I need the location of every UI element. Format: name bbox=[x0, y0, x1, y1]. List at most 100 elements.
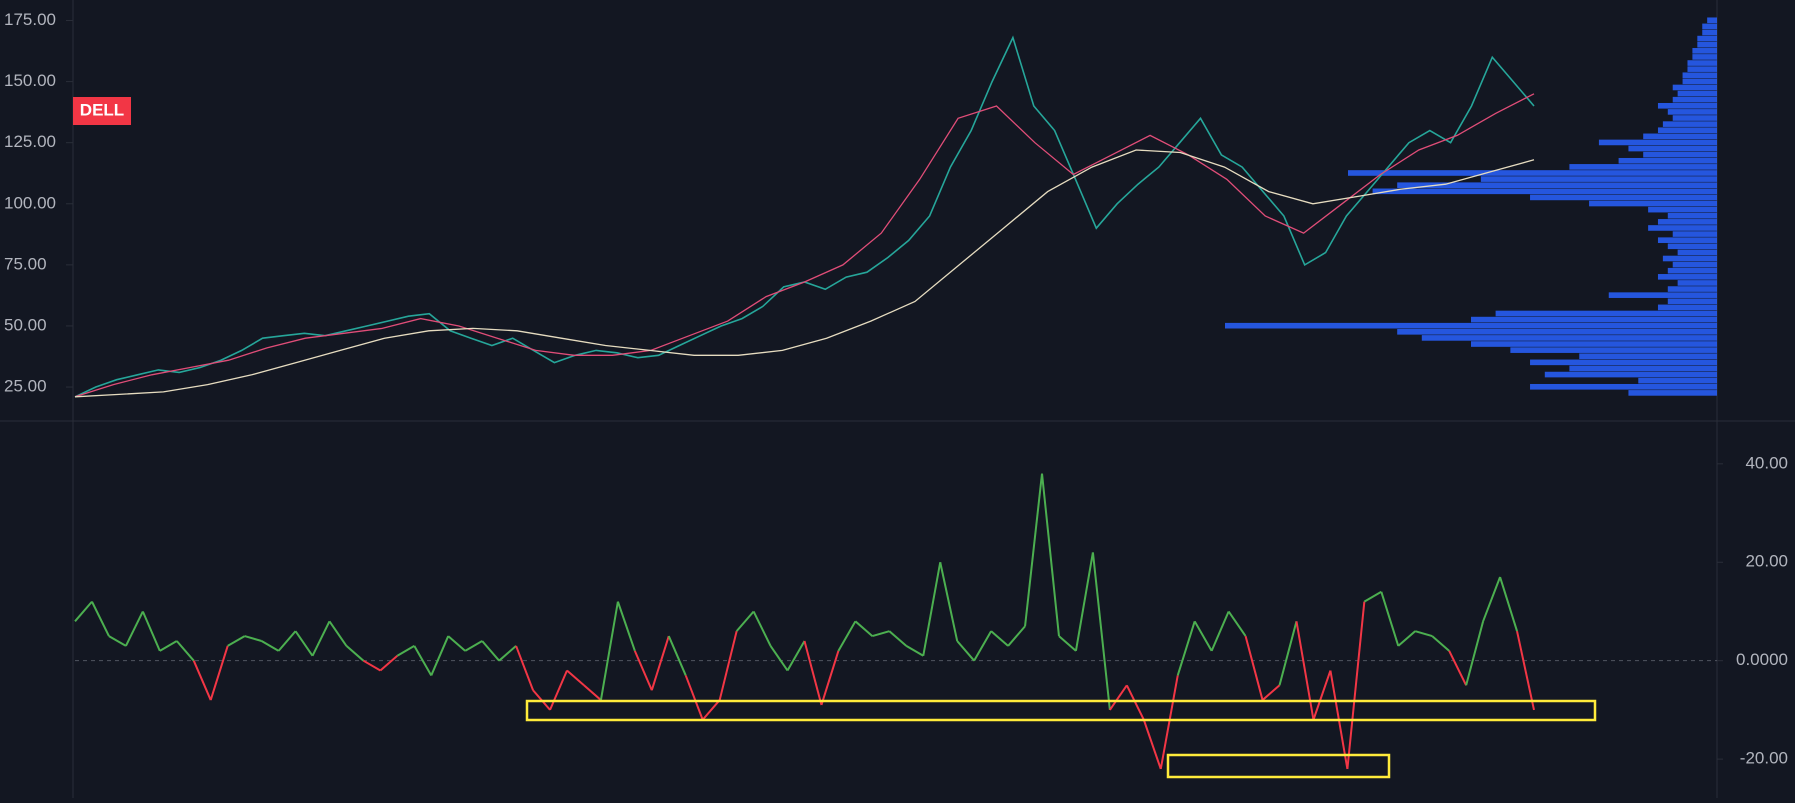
oscillator-segment bbox=[888, 630, 907, 647]
oscillator-segment bbox=[684, 675, 704, 721]
volume-profile-bar bbox=[1657, 237, 1717, 243]
volume-profile-bar bbox=[1667, 267, 1717, 274]
oscillator-segment bbox=[1295, 621, 1315, 720]
volume-profile-bar bbox=[1397, 329, 1717, 335]
volume-profile-bar bbox=[1667, 109, 1717, 115]
highlight-box bbox=[1166, 753, 1391, 779]
volume-profile-bar bbox=[1677, 280, 1717, 286]
volume-profile-bar bbox=[1544, 371, 1717, 378]
volume-profile-bar bbox=[1662, 255, 1717, 262]
oscillator-segment bbox=[481, 640, 500, 662]
oscillator-segment bbox=[820, 650, 840, 706]
volume-profile-bar bbox=[1348, 170, 1717, 176]
oscillator-segment bbox=[1193, 620, 1213, 652]
oscillator-segment bbox=[1312, 670, 1332, 721]
oscillator-segment bbox=[769, 645, 789, 672]
oscillator-segment bbox=[345, 645, 365, 662]
volume-profile-bar bbox=[1530, 194, 1717, 201]
oscillator-segment bbox=[159, 640, 178, 652]
symbol-badge bbox=[73, 97, 131, 125]
oscillator-segment bbox=[752, 611, 772, 647]
oscillator-segment bbox=[192, 660, 212, 701]
oscillator-segment bbox=[1278, 621, 1298, 686]
volume-profile-bar bbox=[1638, 377, 1717, 384]
volume-profile-bar bbox=[1495, 310, 1717, 317]
oscillator-segment bbox=[1227, 610, 1247, 637]
volume-profile-bar bbox=[1682, 78, 1717, 85]
oscillator-segment bbox=[667, 635, 687, 676]
oscillator-segment bbox=[413, 645, 433, 676]
oscillator-segment bbox=[141, 611, 161, 652]
volume-profile-bar bbox=[1225, 322, 1717, 329]
volume-profile-bar bbox=[1687, 60, 1717, 66]
volume-profile-bar bbox=[1657, 127, 1717, 134]
oscillator-segment bbox=[447, 635, 466, 652]
oscillator-segment bbox=[905, 645, 924, 657]
volume-profile-bar bbox=[1667, 298, 1717, 305]
volume-profile-bar bbox=[1672, 231, 1717, 237]
oscillator-segment bbox=[633, 650, 653, 691]
volume-profile-bar bbox=[1471, 316, 1717, 323]
volume-profile-bar bbox=[1662, 121, 1717, 127]
volume-profile-bar bbox=[1672, 84, 1717, 91]
volume-profile-bar bbox=[1702, 29, 1717, 36]
volume-profile-bar bbox=[1677, 249, 1717, 256]
oscillator-segment bbox=[362, 659, 381, 672]
oscillator-segment bbox=[311, 620, 331, 657]
volume-profile-bar bbox=[1480, 176, 1717, 182]
y-tick-label: 125.00 bbox=[4, 132, 56, 151]
oscillator-segment bbox=[430, 635, 450, 676]
volume-profile-bar bbox=[1702, 23, 1717, 30]
oscillator-segment bbox=[837, 620, 857, 652]
oscillator-segment bbox=[227, 635, 246, 647]
volume-profile-bar bbox=[1421, 335, 1717, 341]
oscillator-segment bbox=[1465, 621, 1485, 686]
oscillator-segment bbox=[1261, 684, 1281, 701]
oscillator-segment bbox=[718, 630, 738, 701]
oscillator-segment bbox=[74, 600, 93, 622]
oscillator-segment bbox=[1499, 576, 1518, 632]
y-tick-label: 100.00 bbox=[4, 193, 56, 212]
volume-profile-bar bbox=[1510, 347, 1717, 353]
oscillator-segment bbox=[124, 611, 144, 647]
oscillator-segment bbox=[1159, 675, 1179, 770]
oscillator-segment bbox=[176, 640, 195, 662]
volume-profile-bar bbox=[1667, 243, 1717, 250]
price-line bbox=[74, 149, 1535, 398]
oscillator-segment bbox=[1007, 625, 1026, 647]
oscillator-segment bbox=[1448, 650, 1468, 686]
oscillator-segment bbox=[91, 601, 110, 637]
oscillator-segment bbox=[1041, 473, 1060, 637]
oscillator-segment bbox=[244, 635, 262, 642]
oscillator-segment bbox=[922, 562, 942, 656]
oscillator-segment bbox=[1516, 630, 1535, 711]
symbol-label: DELL bbox=[80, 100, 124, 119]
volume-profile-bar bbox=[1628, 145, 1717, 152]
oscillator-segment bbox=[1142, 719, 1162, 770]
oscillator-segment bbox=[379, 655, 398, 672]
volume-profile-bar bbox=[1667, 286, 1717, 292]
oscillator-segment bbox=[803, 640, 823, 706]
volume-profile-bar bbox=[1657, 219, 1717, 225]
volume-profile-bar bbox=[1692, 48, 1717, 54]
volume-profile-bar bbox=[1648, 225, 1717, 231]
oscillator-segment bbox=[599, 601, 619, 701]
volume-profile-bar bbox=[1697, 41, 1717, 48]
oscillator-segment bbox=[1482, 576, 1502, 622]
y-tick-label: 0.0000 bbox=[1736, 650, 1788, 669]
volume-profile-bar bbox=[1687, 66, 1717, 72]
highlight-box bbox=[525, 699, 1597, 722]
volume-profile-bar bbox=[1530, 359, 1717, 366]
oscillator-segment bbox=[549, 670, 568, 711]
oscillator-segment bbox=[464, 640, 483, 652]
volume-profile-bar bbox=[1672, 261, 1717, 268]
oscillator-segment bbox=[209, 645, 229, 701]
oscillator-segment bbox=[396, 645, 415, 657]
oscillator-segment bbox=[650, 635, 670, 691]
oscillator-segment bbox=[566, 669, 585, 687]
y-tick-label: 50.00 bbox=[4, 315, 47, 334]
oscillator-segment bbox=[1397, 630, 1416, 647]
oscillator-segment bbox=[1109, 684, 1128, 711]
oscillator-segment bbox=[854, 620, 874, 637]
